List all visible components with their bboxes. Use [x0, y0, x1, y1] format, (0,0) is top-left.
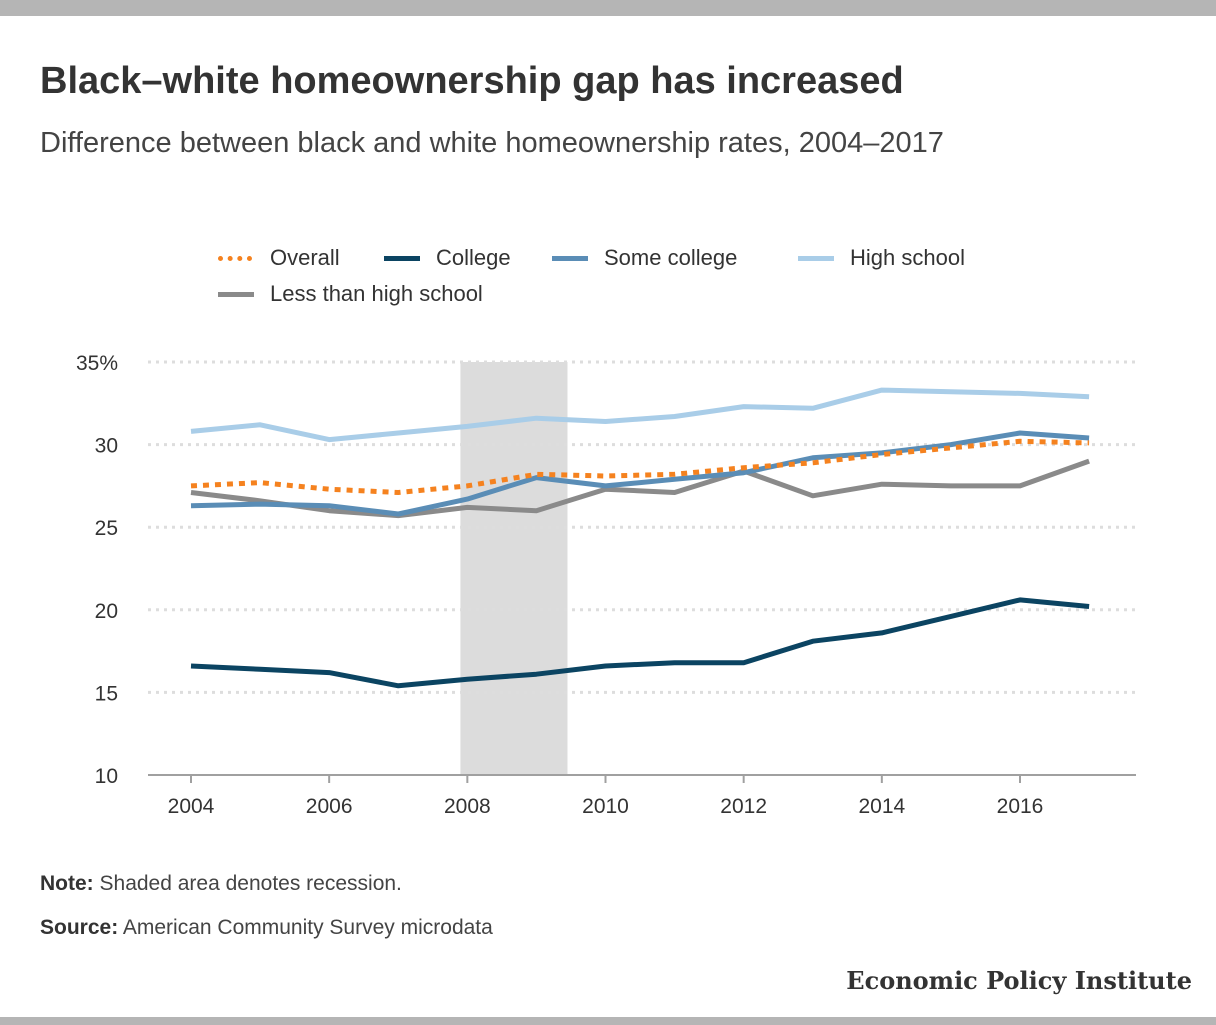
top-border-bar [0, 0, 1216, 16]
legend-swatch-overall [218, 255, 252, 261]
note-label: Note: [40, 872, 94, 895]
x-tick-label-2006: 2006 [306, 795, 353, 818]
note-text: Shaded area denotes recession. [99, 872, 402, 895]
legend-item-overall: Overall [218, 240, 340, 276]
legend-label-overall: Overall [270, 245, 340, 270]
legend-label-high-school: High school [850, 245, 965, 270]
y-tick-label-30: 30 [95, 435, 118, 458]
series-line-college [190, 597, 1090, 689]
x-tick-label-2016: 2016 [997, 795, 1044, 818]
legend-swatch-high-school [798, 255, 834, 261]
x-tick-label-2014: 2014 [858, 795, 905, 818]
source-label: Source: [40, 916, 119, 939]
series-line-high-school [190, 387, 1090, 443]
legend-label-some-college: Some college [604, 245, 738, 270]
x-tick-label-2008: 2008 [444, 795, 491, 818]
y-tick-label-20: 20 [95, 600, 118, 623]
legend-label-college: College [436, 245, 511, 270]
series-line-some-college [190, 430, 1090, 517]
legend-item-some-college: Some college [552, 240, 737, 276]
legend-item-high-school: High school [798, 240, 965, 276]
y-tick-label-35: 35% [76, 352, 118, 375]
gridlines [148, 360, 1136, 694]
x-tick-label-2012: 2012 [720, 795, 767, 818]
line-chart: 10 15 20 25 30 35% 2004 2006 2008 2010 2012 2014 201… [76, 352, 1136, 818]
chart-title: Black–white homeownership gap has increa… [40, 60, 904, 102]
x-tick-label-2010: 2010 [582, 795, 629, 818]
legend-swatch-less-than-high-school [218, 291, 254, 297]
notes-block: Note: Shaded area denotes recession. Sou… [40, 872, 493, 960]
x-tick-label-2004: 2004 [168, 795, 215, 818]
legend-swatch-some-college [552, 255, 588, 261]
series-lines [190, 387, 1090, 689]
recession-band [460, 362, 568, 775]
series-line-less-than-high-school [190, 458, 1090, 519]
y-tick-label-10: 10 [95, 765, 118, 788]
legend-swatch-college [384, 255, 420, 261]
legend-label-less-than-high-school: Less than high school [270, 281, 483, 306]
recession-band-layer [460, 362, 568, 775]
note-line: Note: Shaded area denotes recession. [40, 872, 493, 896]
legend-item-less-than-high-school: Less than high school [218, 276, 483, 312]
source-line: Source: American Community Survey microd… [40, 916, 493, 940]
bottom-border-bar [0, 1017, 1216, 1025]
y-tick-label-25: 25 [95, 517, 118, 540]
legend: Overall College Some college High school… [218, 240, 1118, 320]
chart-subtitle: Difference between black and white homeo… [40, 127, 944, 159]
source-text: American Community Survey microdata [122, 916, 493, 939]
x-axis [148, 774, 1136, 783]
legend-item-college: College [384, 240, 511, 276]
publisher-brand: Economic Policy Institute [846, 966, 1192, 995]
y-tick-label-15: 15 [95, 682, 118, 705]
tick-labels: 10 15 20 25 30 35% 2004 2006 2008 2010 2012 2014 201… [76, 352, 1043, 818]
